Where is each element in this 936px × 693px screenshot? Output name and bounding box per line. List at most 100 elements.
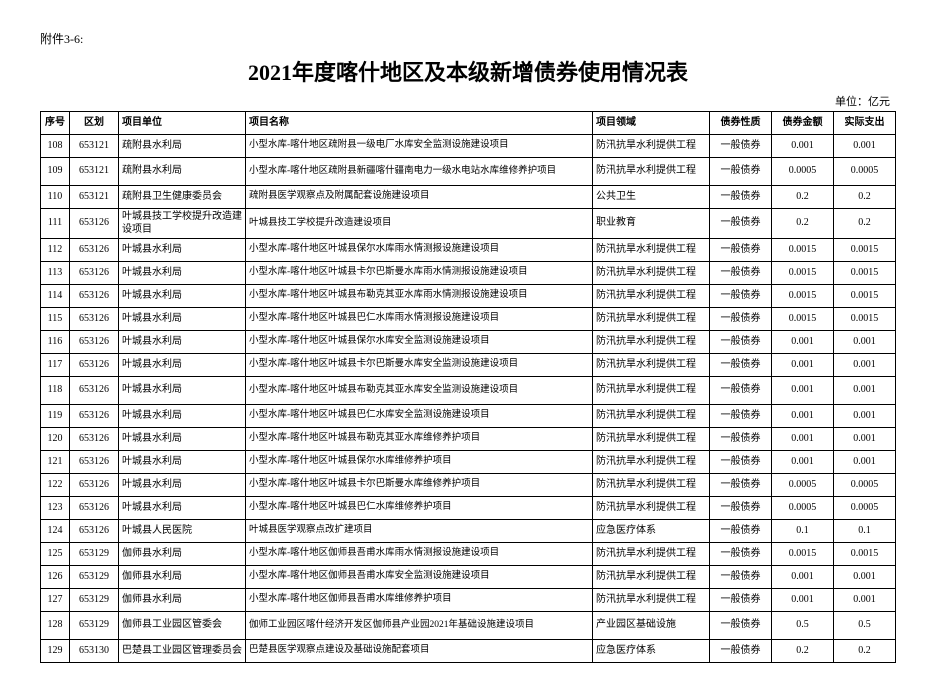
cell-zone: 653126 xyxy=(70,405,119,428)
cell-unit: 叶城县水利局 xyxy=(119,239,246,262)
cell-zone: 653126 xyxy=(70,331,119,354)
table-row: 125653129伽师县水利局小型水库-喀什地区伽师县吾甫水库雨水情测报设施建设… xyxy=(41,543,896,566)
table-row: 127653129伽师县水利局小型水库-喀什地区伽师县吾甫水库维修养护项目防汛抗… xyxy=(41,589,896,612)
table-row: 110653121疏附县卫生健康委员会疏附县医学观察点及附属配套设施建设项目公共… xyxy=(41,186,896,209)
cell-nature: 一般债券 xyxy=(710,209,772,239)
cell-nature: 一般债券 xyxy=(710,186,772,209)
cell-amount: 0.0015 xyxy=(772,308,834,331)
table-row: 108653121疏附县水利局小型水库-喀什地区疏附县一级电厂水库安全监测设施建… xyxy=(41,135,896,158)
cell-nature: 一般债券 xyxy=(710,377,772,405)
cell-seq: 129 xyxy=(41,640,70,663)
cell-field: 产业园区基础设施 xyxy=(593,612,710,640)
cell-actual: 0.5 xyxy=(834,612,896,640)
cell-unit: 伽师县水利局 xyxy=(119,566,246,589)
cell-zone: 653130 xyxy=(70,640,119,663)
cell-name: 叶城县医学观察点改扩建项目 xyxy=(246,520,593,543)
col-name-header: 项目名称 xyxy=(246,112,593,135)
cell-actual: 0.0015 xyxy=(834,308,896,331)
cell-name: 小型水库-喀什地区叶城县巴仁水库安全监测设施建设项目 xyxy=(246,405,593,428)
cell-field: 公共卫生 xyxy=(593,186,710,209)
cell-seq: 127 xyxy=(41,589,70,612)
cell-seq: 128 xyxy=(41,612,70,640)
cell-name: 叶城县技工学校提升改造建设项目 xyxy=(246,209,593,239)
attachment-label: 附件3-6: xyxy=(40,30,896,47)
cell-actual: 0.0015 xyxy=(834,285,896,308)
cell-amount: 0.0005 xyxy=(772,474,834,497)
cell-actual: 0.2 xyxy=(834,640,896,663)
cell-seq: 117 xyxy=(41,354,70,377)
data-table: 序号 区划 项目单位 项目名称 项目领域 债券性质 债券金额 实际支出 1086… xyxy=(40,111,896,663)
cell-name: 小型水库-喀什地区伽师县吾甫水库维修养护项目 xyxy=(246,589,593,612)
table-row: 123653126叶城县水利局小型水库-喀什地区叶城县巴仁水库维修养护项目防汛抗… xyxy=(41,497,896,520)
table-row: 120653126叶城县水利局小型水库-喀什地区叶城县布勒克其亚水库维修养护项目… xyxy=(41,428,896,451)
table-row: 109653121疏附县水利局小型水库-喀什地区疏附县新疆喀什疆南电力一级水电站… xyxy=(41,158,896,186)
cell-amount: 0.2 xyxy=(772,209,834,239)
cell-field: 防汛抗旱水利提供工程 xyxy=(593,474,710,497)
cell-unit: 叶城县水利局 xyxy=(119,377,246,405)
table-row: 126653129伽师县水利局小型水库-喀什地区伽师县吾甫水库安全监测设施建设项… xyxy=(41,566,896,589)
cell-unit: 疏附县卫生健康委员会 xyxy=(119,186,246,209)
cell-field: 防汛抗旱水利提供工程 xyxy=(593,428,710,451)
cell-seq: 120 xyxy=(41,428,70,451)
cell-seq: 110 xyxy=(41,186,70,209)
cell-field: 防汛抗旱水利提供工程 xyxy=(593,308,710,331)
cell-field: 防汛抗旱水利提供工程 xyxy=(593,285,710,308)
table-row: 114653126叶城县水利局小型水库-喀什地区叶城县布勒克其亚水库雨水情测报设… xyxy=(41,285,896,308)
cell-actual: 0.001 xyxy=(834,566,896,589)
table-row: 121653126叶城县水利局小型水库-喀什地区叶城县保尔水库维修养护项目防汛抗… xyxy=(41,451,896,474)
cell-amount: 0.0015 xyxy=(772,543,834,566)
cell-unit: 叶城县技工学校提升改造建设项目 xyxy=(119,209,246,239)
cell-zone: 653126 xyxy=(70,239,119,262)
cell-unit: 叶城县水利局 xyxy=(119,308,246,331)
cell-seq: 122 xyxy=(41,474,70,497)
cell-nature: 一般债券 xyxy=(710,285,772,308)
cell-nature: 一般债券 xyxy=(710,589,772,612)
cell-name: 小型水库-喀什地区叶城县保尔水库安全监测设施建设项目 xyxy=(246,331,593,354)
header-row: 序号 区划 项目单位 项目名称 项目领域 债券性质 债券金额 实际支出 xyxy=(41,112,896,135)
cell-actual: 0.001 xyxy=(834,331,896,354)
cell-nature: 一般债券 xyxy=(710,543,772,566)
cell-seq: 124 xyxy=(41,520,70,543)
cell-amount: 0.001 xyxy=(772,331,834,354)
cell-seq: 123 xyxy=(41,497,70,520)
cell-unit: 疏附县水利局 xyxy=(119,135,246,158)
cell-nature: 一般债券 xyxy=(710,520,772,543)
cell-actual: 0.0005 xyxy=(834,497,896,520)
cell-seq: 125 xyxy=(41,543,70,566)
cell-actual: 0.0015 xyxy=(834,239,896,262)
cell-field: 防汛抗旱水利提供工程 xyxy=(593,135,710,158)
cell-actual: 0.0005 xyxy=(834,158,896,186)
cell-zone: 653121 xyxy=(70,135,119,158)
cell-actual: 0.2 xyxy=(834,209,896,239)
cell-nature: 一般债券 xyxy=(710,566,772,589)
cell-actual: 0.001 xyxy=(834,377,896,405)
cell-zone: 653126 xyxy=(70,262,119,285)
cell-field: 防汛抗旱水利提供工程 xyxy=(593,158,710,186)
cell-nature: 一般债券 xyxy=(710,640,772,663)
cell-actual: 0.2 xyxy=(834,186,896,209)
table-row: 128653129伽师县工业园区管委会伽师工业园区喀什经济开发区伽师县产业园20… xyxy=(41,612,896,640)
cell-name: 小型水库-喀什地区叶城县保尔水库雨水情测报设施建设项目 xyxy=(246,239,593,262)
cell-actual: 0.0005 xyxy=(834,474,896,497)
cell-name: 小型水库-喀什地区叶城县巴仁水库雨水情测报设施建设项目 xyxy=(246,308,593,331)
col-seq-header: 序号 xyxy=(41,112,70,135)
table-row: 111653126叶城县技工学校提升改造建设项目叶城县技工学校提升改造建设项目职… xyxy=(41,209,896,239)
cell-unit: 伽师县水利局 xyxy=(119,589,246,612)
cell-name: 小型水库-喀什地区伽师县吾甫水库雨水情测报设施建设项目 xyxy=(246,543,593,566)
cell-zone: 653126 xyxy=(70,428,119,451)
cell-unit: 叶城县水利局 xyxy=(119,474,246,497)
cell-zone: 653129 xyxy=(70,612,119,640)
cell-amount: 0.0005 xyxy=(772,158,834,186)
cell-field: 防汛抗旱水利提供工程 xyxy=(593,262,710,285)
col-field-header: 项目领域 xyxy=(593,112,710,135)
cell-nature: 一般债券 xyxy=(710,405,772,428)
table-row: 115653126叶城县水利局小型水库-喀什地区叶城县巴仁水库雨水情测报设施建设… xyxy=(41,308,896,331)
cell-nature: 一般债券 xyxy=(710,354,772,377)
cell-amount: 0.001 xyxy=(772,428,834,451)
cell-name: 小型水库-喀什地区叶城县卡尔巴斯曼水库安全监测设施建设项目 xyxy=(246,354,593,377)
cell-actual: 0.001 xyxy=(834,428,896,451)
table-row: 112653126叶城县水利局小型水库-喀什地区叶城县保尔水库雨水情测报设施建设… xyxy=(41,239,896,262)
cell-unit: 叶城县水利局 xyxy=(119,405,246,428)
cell-unit: 叶城县水利局 xyxy=(119,497,246,520)
cell-zone: 653126 xyxy=(70,474,119,497)
